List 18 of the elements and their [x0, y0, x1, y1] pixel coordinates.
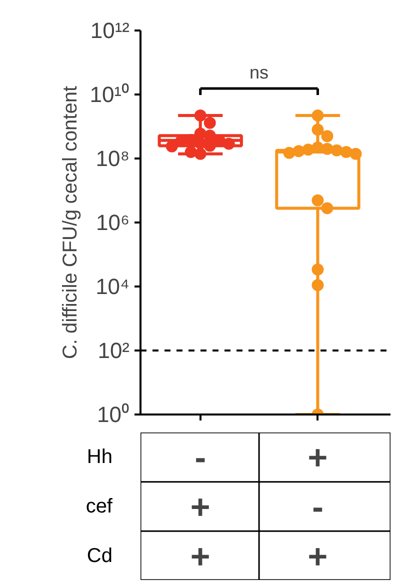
y-tick-label: 10¹² [90, 18, 130, 43]
y-tick-label: 10⁴ [96, 274, 130, 299]
y-tick-label: 10⁸ [96, 146, 130, 171]
y-tick-label: 10⁰ [97, 402, 130, 427]
text: Cd [86, 544, 113, 567]
y-axis-title: C. difficile CFU/g cecal content [60, 86, 82, 360]
text: + [190, 488, 210, 526]
text: + [190, 538, 210, 576]
text: Hh [86, 446, 113, 468]
y-tick-label: 10¹⁰ [90, 82, 130, 107]
text: + [308, 538, 328, 576]
y-tick-label: 10² [98, 338, 130, 363]
text: - [194, 439, 206, 478]
annotation: ns [250, 62, 269, 82]
text: cef [86, 496, 113, 518]
y-tick-label: 10⁶ [96, 210, 130, 235]
text: - [312, 488, 324, 526]
text: + [308, 439, 328, 478]
